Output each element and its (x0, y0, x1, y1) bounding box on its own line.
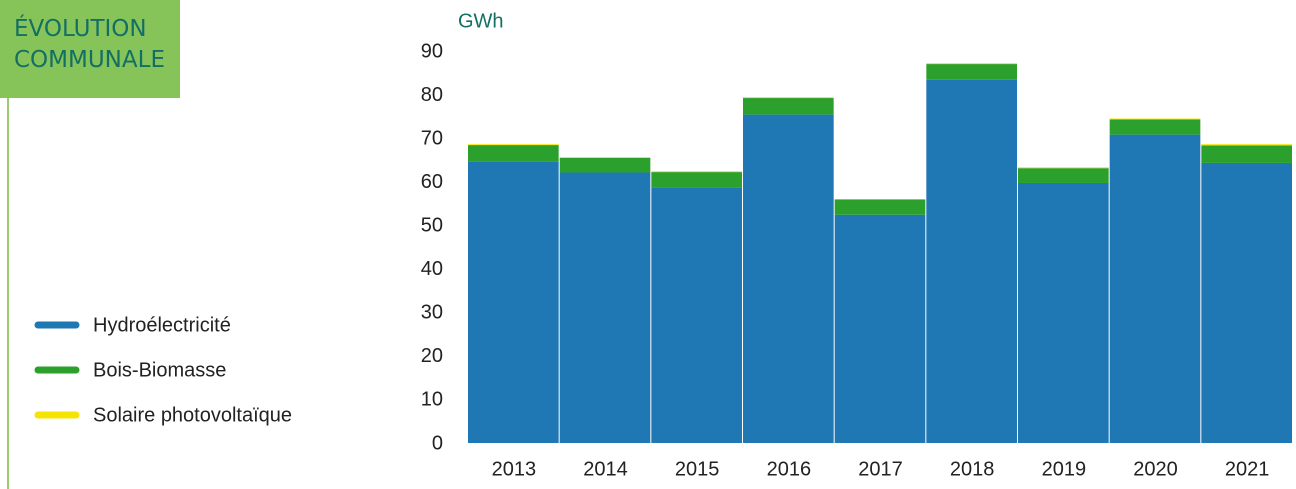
bar-segment (1018, 168, 1109, 183)
legend-label: Bois-Biomasse (93, 359, 226, 381)
y-tick-label: 80 (421, 84, 443, 106)
bar-segment (1109, 118, 1201, 120)
y-tick-label: 50 (421, 215, 443, 237)
x-tick-label: 2016 (767, 458, 812, 480)
bar-segment (926, 79, 1017, 443)
bar-segment (1018, 167, 1109, 169)
x-tick-label: 2014 (583, 458, 628, 480)
y-tick-label: 70 (421, 127, 443, 149)
bar-segment (834, 199, 926, 215)
y-tick-label: 60 (421, 171, 443, 193)
legend-label: Solaire photovoltaïque (93, 404, 292, 426)
bar-segment (651, 172, 742, 188)
bar-segment (559, 172, 651, 443)
section-title: ÉVOLUTION COMMUNALE (0, 0, 180, 98)
y-tick-label: 90 (421, 40, 443, 62)
bar-segment (743, 114, 834, 443)
y-tick-label: 40 (421, 258, 443, 280)
legend-label: Hydroélectricité (93, 314, 231, 336)
bar-segment (1201, 144, 1292, 146)
x-tick-label: 2020 (1133, 458, 1178, 480)
bar-segment (468, 145, 559, 162)
y-tick-label: 10 (421, 389, 443, 411)
x-tick-label: 2017 (858, 458, 903, 480)
bar-segment (1109, 134, 1201, 444)
y-axis-label: GWh (458, 10, 504, 32)
x-tick-label: 2015 (675, 458, 720, 480)
y-tick-label: 30 (421, 302, 443, 324)
bar-segment (468, 161, 559, 443)
bar-segment (743, 97, 834, 99)
bar-segment (468, 144, 559, 146)
bar-segment (926, 63, 1017, 65)
bar-segment (926, 64, 1017, 80)
y-tick-label: 0 (432, 432, 443, 454)
bar-segment (1018, 182, 1109, 443)
bar-segment (651, 171, 742, 173)
bar-segment (559, 157, 651, 173)
y-tick-label: 20 (421, 345, 443, 367)
bar-segment (1201, 162, 1292, 443)
bar-segment (1109, 119, 1201, 135)
bar-segment (834, 214, 926, 443)
x-tick-label: 2013 (492, 458, 537, 480)
x-tick-label: 2018 (950, 458, 995, 480)
x-tick-label: 2019 (1042, 458, 1087, 480)
bar-segment (651, 187, 742, 443)
bar-segment (743, 98, 834, 115)
bar-segment (1201, 145, 1292, 163)
x-tick-label: 2021 (1225, 458, 1270, 480)
